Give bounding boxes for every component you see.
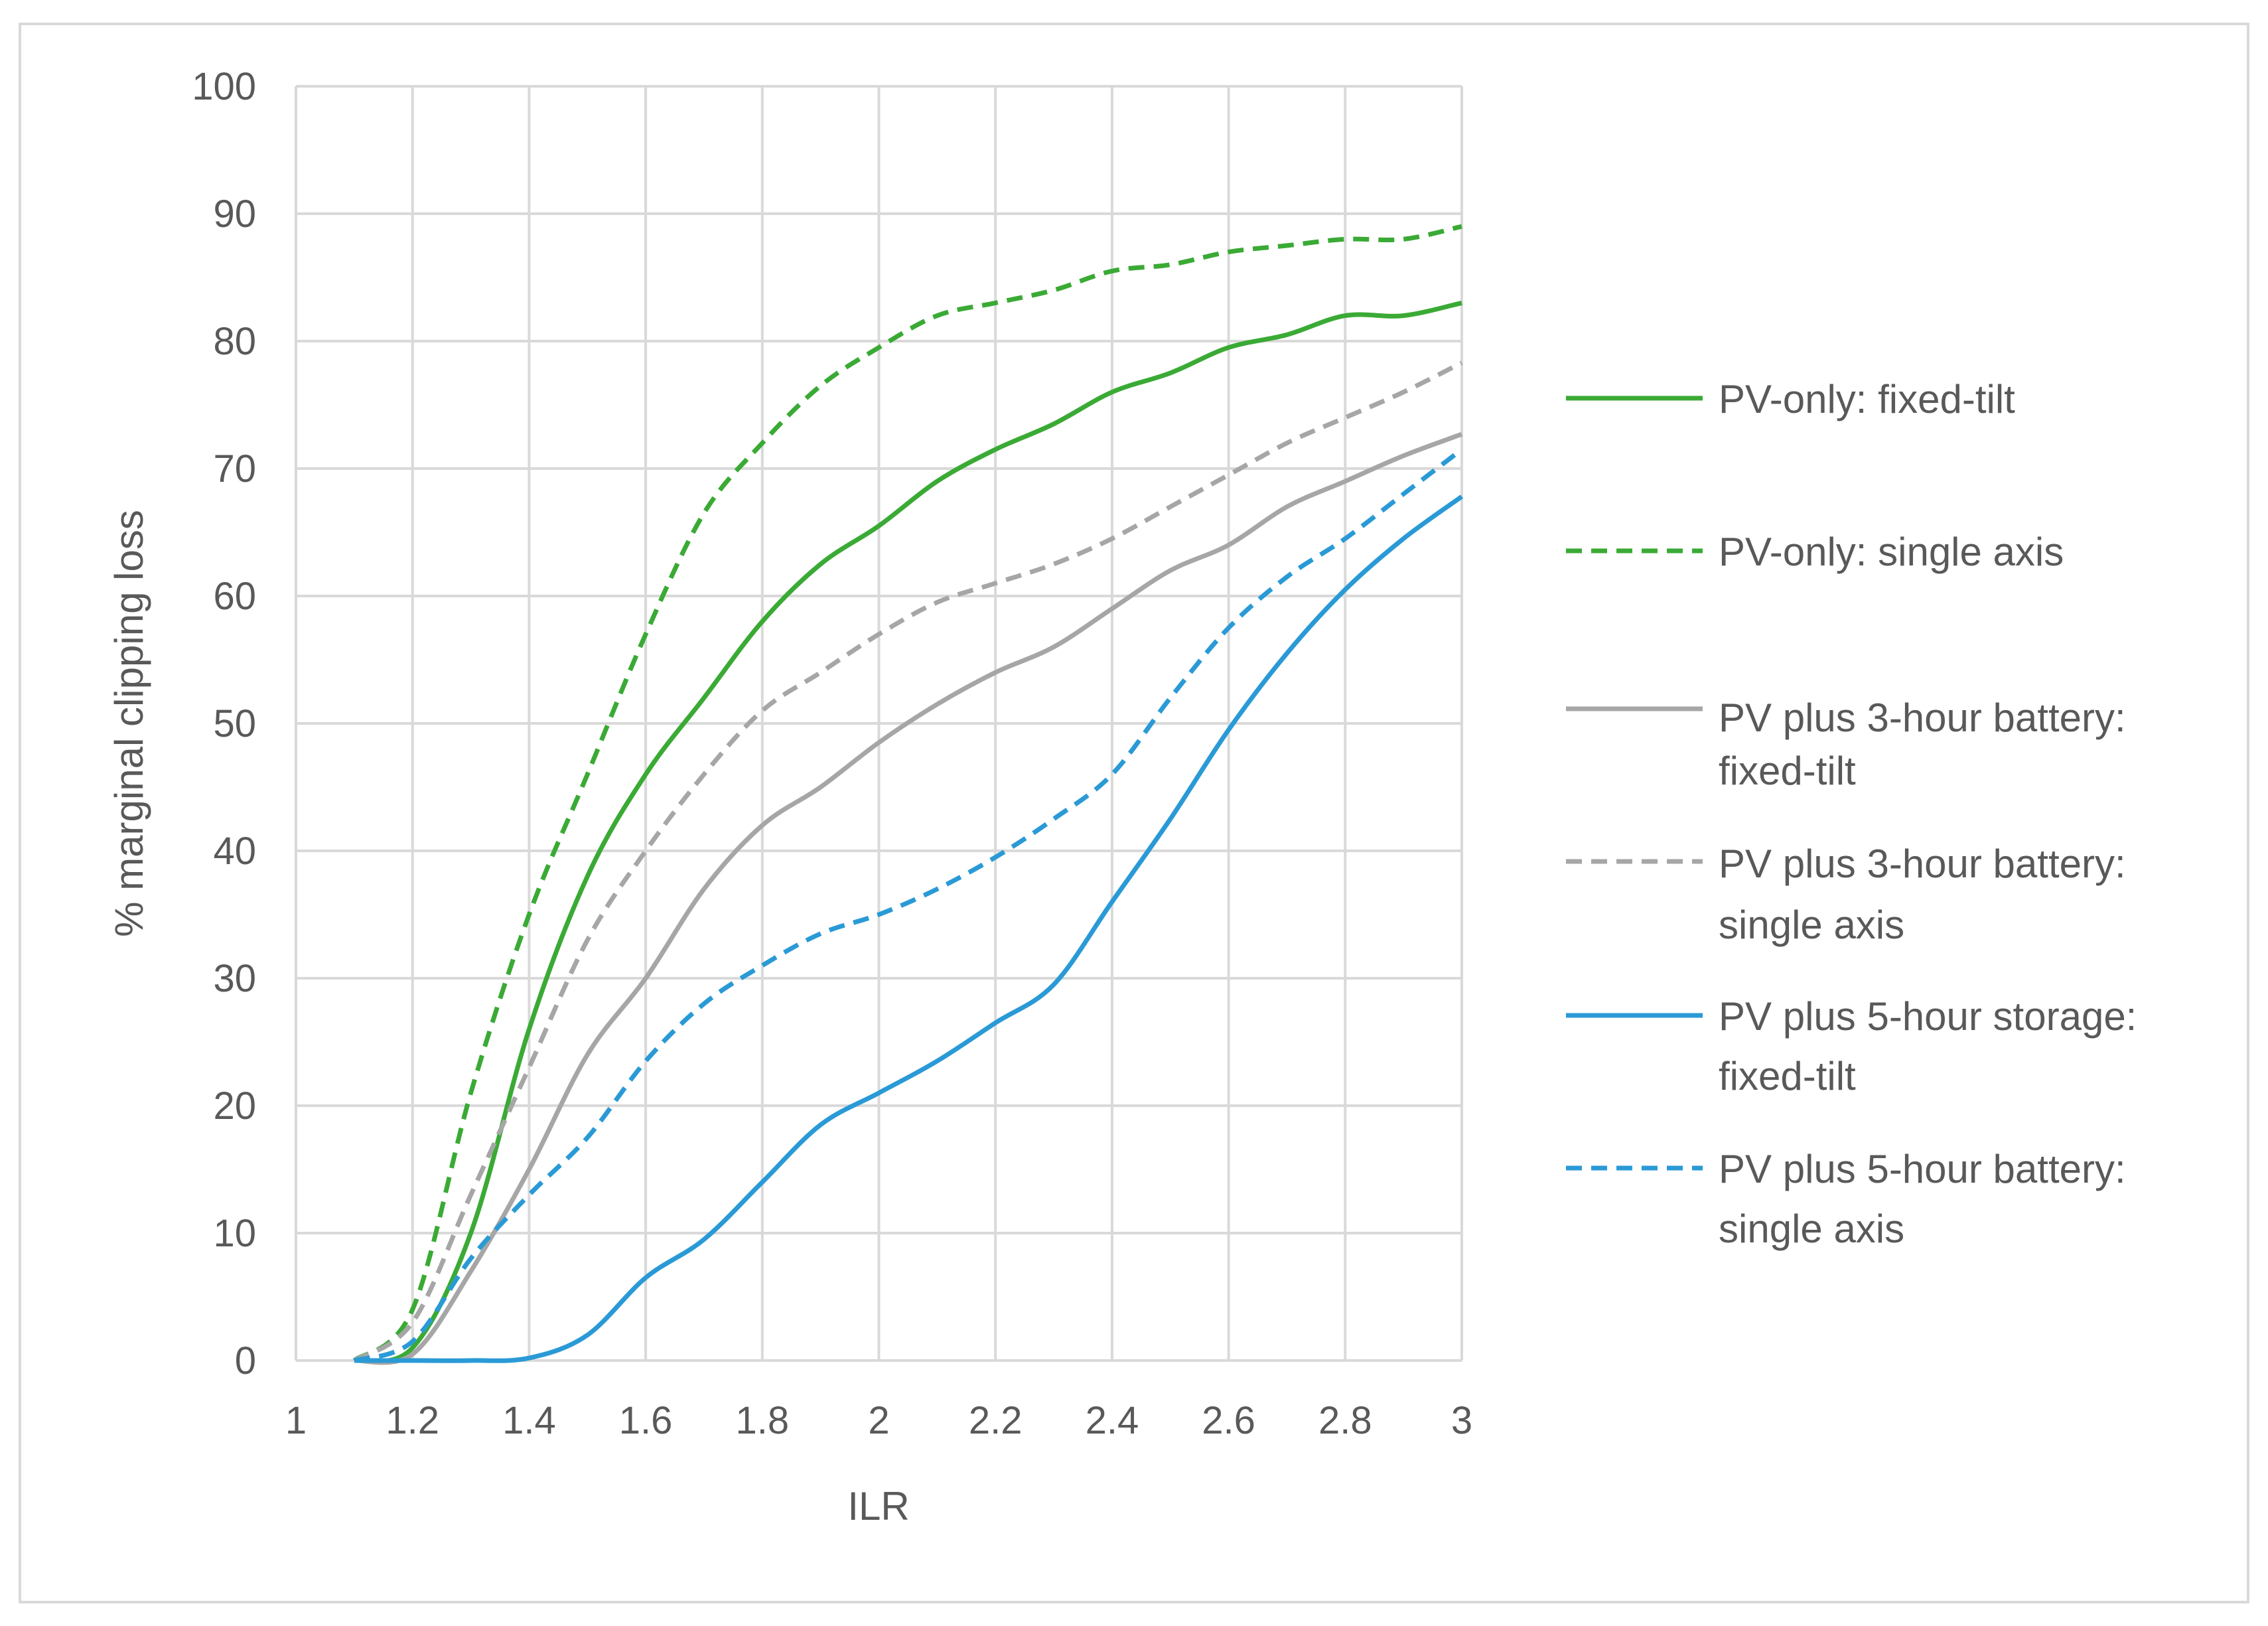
legend-label: PV-only: fixed-tilt — [1719, 377, 2015, 421]
x-tick-label: 1 — [285, 1399, 307, 1442]
y-tick-label: 50 — [213, 702, 256, 745]
y-tick-label: 20 — [213, 1084, 256, 1128]
y-tick-label: 10 — [213, 1212, 256, 1255]
y-tick-label: 80 — [213, 320, 256, 363]
series-line — [352, 224, 1462, 1363]
legend: PV-only: fixed-tilt PV-only: single axis P… — [1566, 377, 2137, 1251]
series-line — [354, 300, 1462, 1364]
y-axis-ticks: 0 10 20 30 40 50 60 70 80 90 100 — [192, 65, 256, 1382]
legend-label: PV plus 3-hour battery: — [1719, 842, 2126, 886]
y-tick-label: 60 — [213, 575, 256, 618]
legend-label: PV-only: single axis — [1719, 530, 2064, 574]
y-tick-label: 40 — [213, 830, 256, 873]
y-axis-title: % marginal clipping loss — [107, 510, 151, 937]
legend-label: PV plus 5-hour storage: — [1719, 994, 2137, 1039]
y-tick-label: 70 — [213, 447, 256, 490]
x-tick-label: 3 — [1451, 1399, 1472, 1442]
series-line — [354, 494, 1464, 1363]
x-tick-label: 2.8 — [1318, 1399, 1372, 1442]
series-line — [353, 447, 1464, 1363]
x-tick-label: 2.6 — [1202, 1399, 1255, 1442]
legend-label: single axis — [1719, 1207, 1904, 1251]
x-tick-label: 1.8 — [735, 1399, 789, 1442]
x-tick-label: 2.2 — [969, 1399, 1023, 1442]
x-tick-label: 2 — [868, 1399, 889, 1442]
y-tick-label: 90 — [213, 192, 256, 236]
y-tick-label: 100 — [192, 65, 256, 108]
series-line — [354, 431, 1463, 1365]
series-lines — [352, 224, 1464, 1365]
gridlines — [295, 85, 1463, 1362]
legend-label: single axis — [1719, 903, 1904, 947]
x-tick-label: 1.6 — [619, 1399, 673, 1442]
legend-label: fixed-tilt — [1719, 749, 1856, 793]
legend-label: PV plus 5-hour battery: — [1719, 1147, 2126, 1191]
x-tick-label: 1.2 — [386, 1399, 439, 1442]
y-tick-label: 30 — [213, 957, 256, 1000]
y-tick-label: 0 — [235, 1339, 256, 1382]
series-line — [352, 360, 1463, 1363]
x-tick-label: 2.4 — [1086, 1399, 1139, 1442]
x-tick-label: 1.4 — [502, 1399, 556, 1442]
x-axis-title: ILR — [847, 1484, 909, 1528]
x-axis-ticks: 1 1.2 1.4 1.6 1.8 2 2.2 2.4 2.6 2.8 3 — [285, 1399, 1472, 1442]
legend-label: fixed-tilt — [1719, 1054, 1856, 1098]
legend-label: PV plus 3-hour battery: — [1719, 696, 2126, 740]
